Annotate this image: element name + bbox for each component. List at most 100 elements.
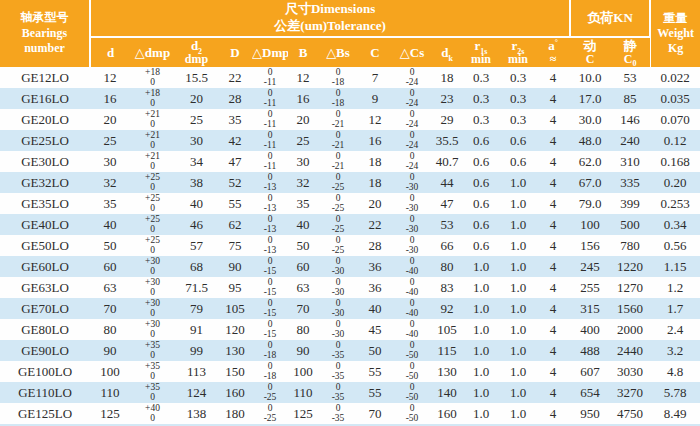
value-cell: 125 [288,403,318,424]
value-cell: 12 [288,67,318,88]
value-cell: 4 [536,235,570,256]
value-cell: 62 [218,214,252,235]
value-cell: 40 [288,214,318,235]
value-cell: 70 [288,298,318,319]
value-cell: +180 [130,67,175,88]
value-cell: 0.3 [462,109,500,130]
value-cell: 99 [175,340,218,361]
value-cell: 0-13 [252,193,288,214]
value-cell: 0.3 [462,67,500,88]
col-header-B: B [288,37,318,67]
value-cell: 400 [570,319,610,340]
value-cell: 100 [288,361,318,382]
value-cell: 60 [288,256,318,277]
value-cell: 90 [218,256,252,277]
value-cell: 0-35 [318,382,358,403]
value-cell: 1.0 [462,403,500,424]
value-cell: 0-40 [392,298,432,319]
table-row: GE50LO50+25057750-13500-25280-30660.61.0… [0,235,700,256]
value-cell: 1.0 [500,235,536,256]
value-cell: +350 [130,382,175,403]
value-cell: 156 [570,235,610,256]
value-cell: 1.0 [500,256,536,277]
value-cell: 25 [175,109,218,130]
value-cell: 115 [432,340,462,361]
value-cell: 80 [432,256,462,277]
value-cell: 310 [610,151,650,172]
value-cell: 160 [218,382,252,403]
value-cell: 35.5 [432,130,462,151]
value-cell: 125 [90,403,130,424]
weight-header-cn: 重量 [651,11,700,26]
bearing-number-cell: GE70LO [0,298,90,319]
col-header-r2s-min: r2s min [500,37,536,67]
value-cell: 18 [358,151,392,172]
value-cell: 0-25 [318,172,358,193]
tolerance-title: 公差(um)Tolerance) [91,18,569,35]
table-row: GE25LO25+21030420-11250-21160-2435.50.60… [0,130,700,151]
value-cell: 63 [90,277,130,298]
value-cell: 315 [570,298,610,319]
value-cell: +250 [130,172,175,193]
bearing-number-cell: GE16LO [0,88,90,109]
value-cell: 45 [358,319,392,340]
value-cell: +250 [130,214,175,235]
value-cell: 25 [288,130,318,151]
load-header: 负荷KN [570,0,650,37]
value-cell: 1270 [610,277,650,298]
value-cell: 35 [288,193,318,214]
value-cell: 120 [218,319,252,340]
value-cell: 0.6 [462,172,500,193]
bearing-number-cell: GE40LO [0,214,90,235]
value-cell: 53 [610,67,650,88]
value-cell: 150 [218,361,252,382]
value-cell: 0-50 [392,403,432,424]
value-cell: 4 [536,67,570,88]
value-cell: 0-24 [392,88,432,109]
value-cell: 110 [90,382,130,403]
value-cell: 0-11 [252,109,288,130]
value-cell: 0-11 [252,67,288,88]
value-cell: 4 [536,172,570,193]
value-cell: 0-15 [252,277,288,298]
value-cell: 0.3 [500,88,536,109]
value-cell: 30 [288,151,318,172]
col-header-d: d [90,37,130,67]
value-cell: 780 [610,235,650,256]
value-cell: +350 [130,361,175,382]
value-cell: 0.6 [462,151,500,172]
value-cell: 0-21 [318,130,358,151]
value-cell: 4 [536,193,570,214]
col-header-Dmp: △Dmp [252,37,288,67]
table-row: GE16LO16+18020280-11160-1890-24230.30.34… [0,88,700,109]
value-cell: 40 [90,214,130,235]
value-cell: 90 [288,340,318,361]
value-cell: +300 [130,298,175,319]
value-cell: 42 [218,130,252,151]
dimensions-header: 尺寸Dimensions 公差(um)Tolerance) [90,0,570,37]
value-cell: 75 [218,235,252,256]
value-cell: 0-40 [392,319,432,340]
value-cell: 12 [358,109,392,130]
value-cell: 0-40 [392,277,432,298]
value-cell: 0-24 [392,130,432,151]
value-cell: 0-24 [392,151,432,172]
value-cell: 0-30 [392,235,432,256]
value-cell: 46 [175,214,218,235]
value-cell: 4 [536,298,570,319]
table-header: 轴承型号 Bearings number 尺寸Dimensions 公差(um)… [0,0,700,67]
value-cell: 0-11 [252,151,288,172]
value-cell: 48.0 [570,130,610,151]
table-row: GE80LO80+300911200-15800-30450-401051.01… [0,319,700,340]
value-cell: 30 [175,130,218,151]
value-cell: 1.0 [462,256,500,277]
value-cell: 0-24 [392,67,432,88]
value-cell: 15.5 [175,67,218,88]
value-cell: +210 [130,151,175,172]
value-cell: 4 [536,109,570,130]
bearing-number-cell: GE63LO [0,277,90,298]
value-cell: 0-25 [252,403,288,424]
value-cell: 399 [610,193,650,214]
value-cell: 1.0 [500,340,536,361]
table-row: GE30LO30+21034470-11300-21180-2440.70.60… [0,151,700,172]
